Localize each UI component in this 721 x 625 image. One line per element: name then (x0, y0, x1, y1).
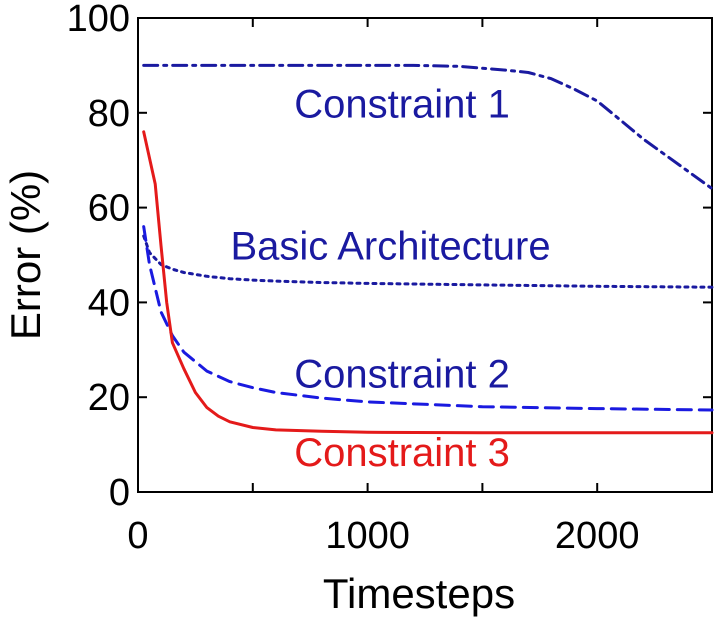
series-label-constraint-3: Constraint 3 (294, 431, 510, 475)
y-tick-label: 0 (109, 472, 130, 514)
x-axis-label: Timesteps (323, 570, 515, 617)
series-label-constraint-2: Constraint 2 (294, 353, 510, 397)
x-tick-label: 1000 (325, 515, 410, 557)
series-line-constraint-3 (142, 130, 714, 435)
y-tick-label: 100 (67, 0, 130, 40)
tick-labels: 0 1000 2000 0 20 40 60 80 100 (67, 0, 640, 557)
y-tick-label: 80 (88, 93, 130, 135)
y-tick-label: 60 (88, 188, 130, 230)
tick-marks (137, 17, 712, 493)
series-annotations: Constraint 1 Basic Architecture Constraint… (230, 83, 550, 475)
series-label-constraint-1: Constraint 1 (294, 83, 510, 127)
plot-frame (137, 17, 713, 493)
plot-area (137, 17, 713, 493)
y-axis-label: Error (%) (2, 170, 49, 340)
series-label-basic-architecture: Basic Architecture (230, 225, 550, 269)
series-line-constraint-2 (142, 225, 714, 412)
y-tick-label: 40 (88, 282, 130, 324)
x-tick-label: 2000 (555, 515, 640, 557)
series-lines (142, 63, 714, 435)
series-line-constraint-1 (142, 63, 714, 191)
y-tick-label: 20 (88, 377, 130, 419)
x-tick-label: 0 (127, 515, 148, 557)
